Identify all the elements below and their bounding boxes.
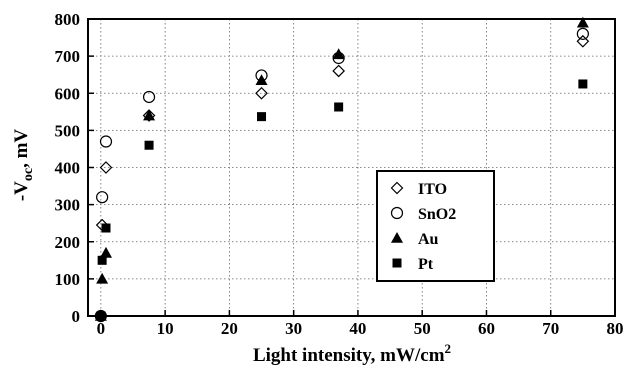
data-point	[96, 191, 109, 204]
y-axis-title-main: -V	[11, 181, 32, 201]
y-axis-title-subscript: oc	[21, 168, 36, 181]
x-axis-title-superscript: 2	[445, 341, 452, 356]
legend-label: SnO2	[418, 206, 456, 223]
data-point	[334, 102, 344, 112]
y-tick-label: 500	[55, 121, 81, 140]
data-point	[97, 255, 107, 265]
legend-marker	[390, 206, 404, 220]
legend-item-au: Au	[391, 231, 439, 248]
legend-label: Pt	[418, 256, 434, 273]
legend-marker	[391, 232, 403, 243]
x-axis-title: Light intensity, mW/cm2	[253, 341, 451, 366]
data-point	[143, 109, 156, 121]
legend-item-ito: ITO	[390, 181, 447, 198]
y-tick-label: 400	[55, 159, 81, 178]
series-sno2	[94, 27, 589, 323]
legend-label: ITO	[418, 181, 447, 198]
legend: ITO SnO2 Au Pt	[376, 170, 495, 282]
x-tick-label: 40	[349, 319, 366, 338]
legend-marker	[392, 258, 402, 268]
y-tick-label: 200	[55, 233, 81, 252]
data-point	[99, 135, 113, 148]
y-tick-label: 800	[55, 10, 81, 29]
y-axis-title: -Voc, mV	[11, 129, 36, 202]
data-point	[96, 272, 109, 284]
data-point	[332, 48, 345, 60]
x-tick-label: 80	[607, 319, 624, 338]
x-tick-label: 20	[221, 319, 238, 338]
x-tick-label: 60	[478, 319, 495, 338]
x-tick-label: 70	[542, 319, 559, 338]
series-pt	[96, 79, 588, 321]
legend-marker	[390, 181, 404, 195]
data-point	[101, 223, 111, 233]
x-tick-label: 10	[157, 319, 174, 338]
y-tick-label: 0	[72, 307, 81, 326]
data-point	[257, 112, 267, 122]
plot-frame	[87, 18, 616, 317]
data-point	[576, 27, 589, 40]
data-point	[332, 64, 345, 78]
legend-label: Au	[418, 231, 439, 248]
data-point	[142, 90, 156, 104]
data-point	[144, 140, 154, 150]
y-tick-label: 600	[55, 84, 81, 103]
data-point	[99, 161, 113, 174]
x-tick-label: 0	[97, 319, 106, 338]
data-point	[99, 246, 112, 258]
data-point	[96, 311, 106, 321]
grid	[88, 18, 616, 317]
data-point	[255, 74, 268, 86]
data-point	[576, 16, 589, 28]
legend-item-pt: Pt	[392, 256, 434, 273]
y-tick-label: 100	[55, 270, 81, 289]
legend-item-sno2: SnO2	[390, 206, 456, 223]
data-point	[576, 34, 590, 48]
data-point	[578, 79, 588, 89]
data-point	[255, 86, 268, 100]
axis-ticks: 0 10 20 30 40 50 60 70 8001002003004005006007008…	[55, 10, 624, 338]
x-axis-title-main: Light intensity, mW/cm	[253, 345, 445, 366]
y-tick-label: 700	[55, 47, 81, 66]
x-tick-label: 30	[285, 319, 302, 338]
y-axis-title-unit: , mV	[11, 129, 32, 168]
x-tick-label: 50	[414, 319, 431, 338]
y-tick-label: 300	[55, 196, 81, 215]
data-markers	[94, 16, 590, 323]
data-point	[142, 109, 156, 122]
legend-items: ITO SnO2 Au Pt	[390, 181, 456, 273]
